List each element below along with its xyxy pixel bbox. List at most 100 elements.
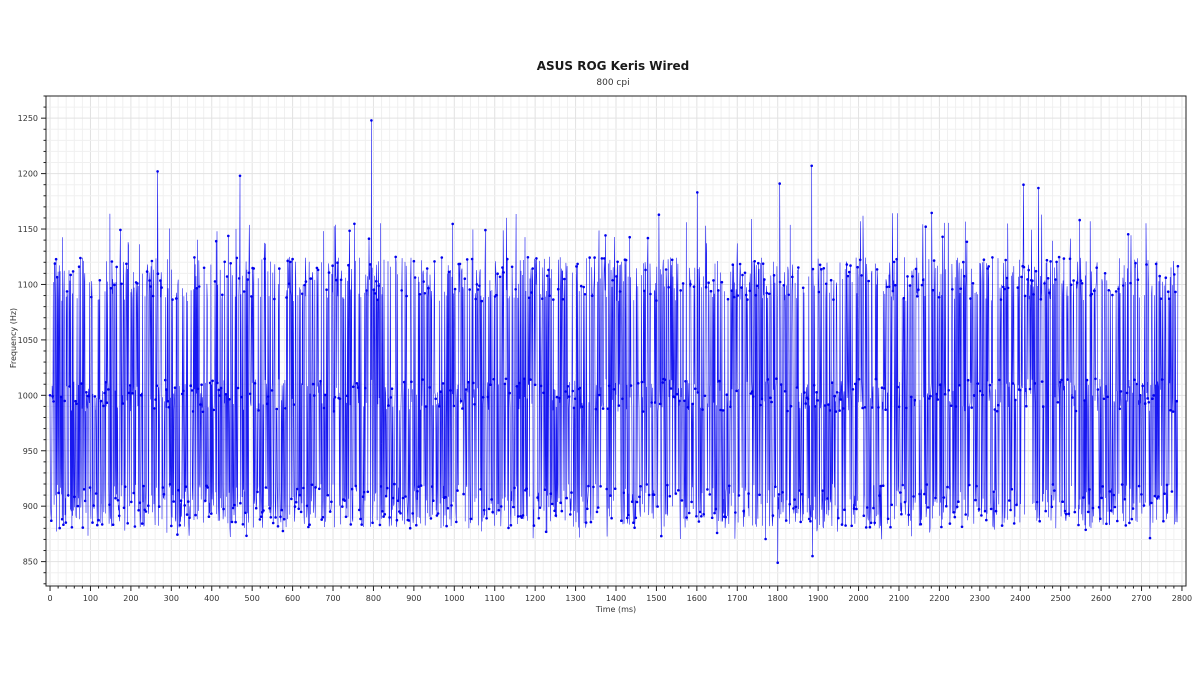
- data-point: [190, 389, 194, 392]
- data-point: [389, 396, 393, 399]
- data-point: [250, 295, 253, 298]
- data-point: [496, 272, 499, 276]
- data-point: [415, 523, 418, 527]
- data-point: [1142, 504, 1146, 507]
- x-tick-label: 1900: [808, 594, 828, 603]
- data-point: [458, 262, 462, 266]
- data-point: [1084, 528, 1087, 532]
- data-point: [1164, 276, 1168, 280]
- data-point: [873, 521, 876, 525]
- data-point: [390, 387, 394, 391]
- data-point: [506, 257, 509, 261]
- data-point: [325, 288, 328, 292]
- data-point: [938, 383, 942, 387]
- data-point: [132, 491, 135, 495]
- data-point: [503, 382, 507, 386]
- data-point: [378, 523, 382, 527]
- data-point: [301, 292, 304, 296]
- data-point: [719, 408, 722, 412]
- data-point: [372, 288, 376, 292]
- data-point: [692, 285, 696, 289]
- data-point: [951, 288, 954, 291]
- data-point: [543, 488, 547, 492]
- data-point: [136, 282, 139, 285]
- data-point: [82, 488, 86, 491]
- data-point: [421, 378, 424, 381]
- data-point: [1062, 257, 1066, 260]
- data-point: [1046, 277, 1050, 280]
- data-point: [622, 491, 625, 495]
- data-point: [650, 401, 653, 404]
- data-point: [581, 405, 584, 409]
- data-point: [130, 500, 133, 504]
- data-point: [943, 392, 947, 396]
- data-point: [241, 523, 245, 526]
- data-point: [881, 484, 885, 488]
- data-point: [696, 191, 699, 194]
- data-point: [549, 492, 553, 496]
- data-point: [643, 289, 646, 293]
- data-point: [898, 491, 902, 494]
- x-axis: 0 100 200 300 400 500 600 700 800 900 1000 1100 1200…: [47, 586, 1192, 603]
- data-point: [664, 268, 668, 271]
- data-point: [490, 498, 493, 501]
- data-point: [156, 272, 160, 276]
- data-point: [542, 391, 545, 395]
- series-line: [49, 120, 1179, 563]
- data-point: [240, 395, 243, 399]
- data-point: [1040, 380, 1044, 383]
- data-point: [883, 387, 886, 390]
- y-tick-label: 850: [23, 558, 38, 567]
- data-point: [573, 397, 577, 401]
- data-point: [626, 516, 629, 520]
- data-point: [100, 523, 104, 526]
- data-point: [618, 290, 622, 293]
- data-point: [58, 526, 61, 530]
- data-point: [787, 293, 790, 297]
- data-point: [931, 288, 935, 292]
- data-point: [1045, 258, 1049, 262]
- data-point: [127, 391, 131, 395]
- data-point: [1120, 483, 1124, 486]
- data-point: [735, 389, 738, 393]
- data-point: [360, 523, 364, 526]
- data-point: [822, 267, 826, 270]
- data-point: [594, 407, 598, 411]
- data-point: [424, 405, 428, 408]
- data-point: [908, 284, 912, 287]
- data-point: [647, 493, 651, 497]
- data-point: [744, 293, 748, 297]
- data-point: [303, 283, 307, 287]
- x-tick-label: 2100: [889, 594, 909, 603]
- data-point: [314, 486, 317, 489]
- data-point: [1176, 264, 1180, 268]
- data-point: [168, 483, 172, 486]
- data-point: [336, 261, 339, 265]
- data-point: [432, 499, 435, 503]
- data-point: [200, 383, 203, 387]
- data-point: [1066, 378, 1069, 381]
- data-point: [724, 515, 727, 519]
- data-point: [729, 405, 732, 409]
- data-point: [1163, 492, 1166, 496]
- y-axis: 850 900 950 1000 1050 1100 1150 1200 1250: [18, 95, 46, 585]
- data-point: [1009, 508, 1012, 512]
- data-point: [1166, 290, 1170, 294]
- data-point: [1033, 382, 1037, 385]
- data-point: [347, 263, 350, 267]
- data-point: [387, 404, 390, 407]
- data-point: [840, 523, 844, 526]
- data-point: [335, 278, 338, 282]
- y-tick-label: 950: [23, 447, 38, 456]
- data-point: [395, 518, 399, 522]
- data-point: [704, 285, 708, 289]
- data-point: [641, 410, 645, 413]
- data-point: [1083, 399, 1086, 402]
- data-point: [725, 393, 729, 397]
- data-point: [985, 518, 988, 522]
- data-point: [109, 286, 112, 290]
- data-point: [1091, 506, 1095, 510]
- data-point: [1130, 517, 1134, 521]
- data-point: [959, 287, 963, 291]
